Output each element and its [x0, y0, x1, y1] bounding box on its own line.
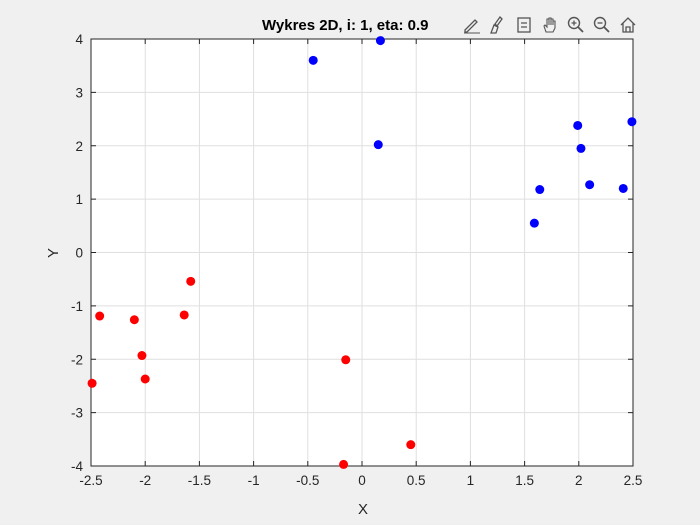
y-tick-label: 3 [75, 85, 83, 100]
y-axis-label: Y [45, 248, 62, 258]
data-point [585, 180, 595, 190]
zoom-in-icon[interactable] [564, 13, 588, 37]
edit-pen-icon[interactable] [460, 13, 484, 37]
x-axis-label: X [358, 501, 368, 518]
data-point [373, 140, 383, 150]
y-tick-label: -3 [71, 406, 83, 421]
y-tick-label: 2 [75, 139, 83, 154]
data-point [87, 378, 97, 388]
zoom-out-icon[interactable] [590, 13, 614, 37]
x-tick-label: 1.5 [515, 473, 534, 488]
data-point [179, 310, 189, 320]
x-tick-label: 0.5 [407, 473, 426, 488]
data-point [95, 311, 105, 321]
x-tick-label: 2 [575, 473, 583, 488]
data-point [406, 440, 416, 450]
data-points [87, 36, 637, 469]
x-tick-label: 1 [467, 473, 475, 488]
data-point [627, 117, 637, 127]
data-point [129, 315, 139, 325]
data-point [339, 459, 349, 469]
y-tick-label: 4 [75, 32, 83, 47]
data-point [308, 55, 318, 65]
home-icon[interactable] [616, 13, 640, 37]
x-tick-label: -2.5 [79, 473, 102, 488]
data-tip-icon[interactable] [512, 13, 536, 37]
x-tick-label: -0.5 [296, 473, 319, 488]
x-tick-label: 2.5 [624, 473, 643, 488]
data-point [186, 276, 196, 286]
brush-icon[interactable] [486, 13, 510, 37]
x-ticks: -2.5 -2 -1.5 -1 -0.5 0 0.5 1 1.5 2 2.5 [79, 39, 642, 488]
axes-toolbar [460, 13, 640, 37]
x-tick-label: -1 [248, 473, 260, 488]
y-tick-label: 1 [75, 192, 83, 207]
y-tick-label: -1 [71, 299, 83, 314]
y-ticks: -4 -3 -2 -1 0 1 2 3 4 [71, 32, 633, 474]
data-point [375, 36, 385, 46]
data-point [529, 218, 539, 228]
data-point [618, 183, 628, 193]
x-tick-label: -1.5 [188, 473, 211, 488]
data-point [576, 143, 586, 153]
data-point [341, 355, 351, 365]
data-point [535, 185, 545, 195]
pan-hand-icon[interactable] [538, 13, 562, 37]
y-tick-label: 0 [75, 246, 83, 261]
x-tick-label: 0 [358, 473, 366, 488]
x-tick-label: -2 [139, 473, 151, 488]
data-point [573, 120, 583, 130]
y-tick-label: -2 [71, 352, 83, 367]
chart-title: Wykres 2D, i: 1, eta: 0.9 [262, 17, 428, 34]
data-point [140, 374, 150, 384]
data-point [137, 351, 147, 361]
y-tick-label: -4 [71, 459, 83, 474]
